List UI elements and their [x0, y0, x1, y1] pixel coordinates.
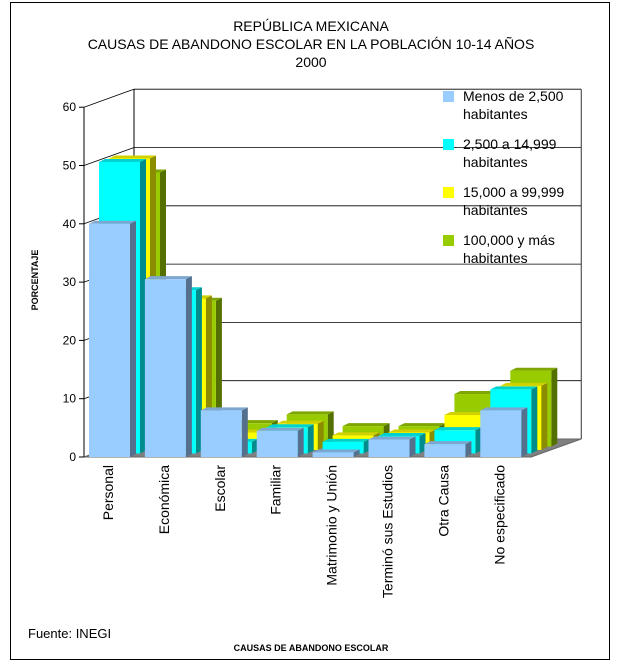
- chart-title-line-1: REPÚBLICA MEXICANA: [233, 18, 389, 34]
- bar-top: [99, 159, 146, 162]
- y-tick-label: 0: [69, 450, 76, 464]
- bar-top: [424, 441, 472, 445]
- bar-top: [342, 423, 390, 427]
- bar: [200, 410, 242, 457]
- legend-swatch: [443, 235, 454, 246]
- category-label: Otra Causa: [435, 465, 451, 537]
- bar: [424, 444, 466, 457]
- bar-side: [419, 433, 426, 454]
- x-axis-label: CAUSAS DE ABANDONO ESCOLAR: [233, 643, 389, 653]
- bar-side: [241, 407, 248, 457]
- y-tick-label: 20: [63, 333, 77, 347]
- bar-top: [89, 220, 136, 224]
- bar-top: [510, 367, 558, 371]
- bar-top: [332, 432, 380, 436]
- bar-side: [531, 386, 538, 454]
- bar-side: [363, 438, 370, 454]
- bar: [89, 223, 130, 457]
- y-tick-label: 50: [63, 159, 77, 173]
- bar-top: [378, 433, 426, 437]
- bar-side: [521, 407, 528, 457]
- bar-top: [109, 155, 156, 159]
- legend-entry: habitantes: [463, 154, 528, 170]
- legend-entry: 2,500 a 14,999: [463, 136, 557, 152]
- bar-top: [434, 427, 482, 431]
- bar: [368, 439, 410, 457]
- category-label: Escolar: [212, 465, 228, 512]
- legend-swatch: [443, 139, 454, 150]
- category-label: Familiar: [268, 465, 284, 515]
- bar-side: [307, 424, 314, 454]
- legend-swatch: [443, 187, 454, 198]
- bar-side: [185, 276, 192, 457]
- bar-side: [475, 427, 482, 454]
- category-label: No especificado: [491, 465, 507, 565]
- bar-side: [353, 449, 360, 457]
- bar: [312, 452, 354, 457]
- category-label: Terminó sus Estudios: [380, 465, 396, 598]
- bar-side: [551, 367, 558, 447]
- bar: [480, 410, 522, 457]
- bar: [144, 279, 186, 457]
- y-tick-label: 30: [63, 275, 77, 289]
- category-label: Económica: [156, 465, 172, 534]
- y-tick-label: 40: [63, 217, 77, 231]
- legend-swatch: [443, 91, 454, 102]
- y-tick-label: 10: [63, 392, 77, 406]
- gridline-slant: [83, 147, 135, 166]
- bar-top: [312, 449, 360, 453]
- legend-entry: habitantes: [463, 202, 528, 218]
- category-label: Personal: [100, 465, 116, 520]
- bar-side: [409, 436, 416, 457]
- bar-top: [398, 423, 446, 427]
- legend-entry: 100,000 y más: [463, 232, 555, 248]
- source-note: Fuente: INEGI: [28, 626, 112, 641]
- bar-top: [266, 424, 314, 428]
- bar-top: [256, 427, 304, 431]
- legend-entry: Menos de 2,500: [463, 88, 564, 104]
- bar-side: [541, 382, 548, 450]
- bar-side: [327, 411, 334, 447]
- bar-side: [130, 220, 136, 457]
- bar-side: [297, 427, 304, 457]
- bar-side: [317, 420, 324, 450]
- legend-entry: habitantes: [463, 250, 528, 266]
- bar-top: [368, 436, 416, 440]
- bar: [322, 441, 364, 454]
- category-label: Matrimonio y Unión: [324, 465, 340, 586]
- legend-entry: 15,000 a 99,999: [463, 184, 564, 200]
- bar-side: [251, 438, 258, 454]
- bar-side: [140, 159, 146, 454]
- legend-entry: habitantes: [463, 106, 528, 122]
- bar-side: [195, 287, 202, 454]
- bar: [256, 430, 298, 457]
- bar-top: [200, 407, 248, 411]
- bar-top: [286, 411, 334, 415]
- bar-top: [444, 412, 492, 416]
- bar-top: [322, 438, 370, 442]
- y-tick-label: 60: [63, 100, 77, 114]
- bar-top: [388, 429, 436, 433]
- bar-top: [480, 407, 528, 411]
- chart-title-line-3: 2000: [295, 54, 327, 70]
- bar-top: [490, 386, 538, 390]
- bar-side: [465, 441, 472, 457]
- gridline-slant: [83, 88, 135, 108]
- bar-top: [454, 391, 502, 395]
- bar-top: [500, 382, 548, 386]
- bar-top: [276, 420, 324, 424]
- bar-top: [144, 276, 192, 280]
- chart-title-line-2: CAUSAS DE ABANDONO ESCOLAR EN LA POBLACI…: [87, 36, 535, 52]
